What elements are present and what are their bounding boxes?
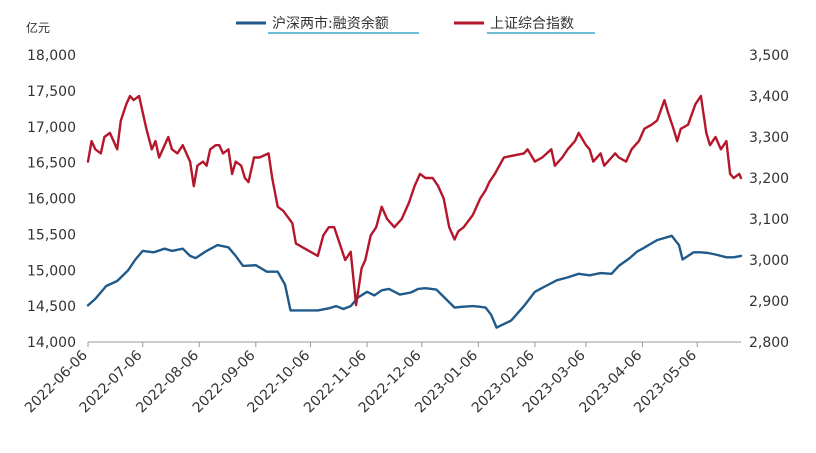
right-axis-tick-label: 2,900 [749,294,789,310]
left-axis-tick-label: 16,500 [27,156,76,172]
left-axis-tick-label: 14,500 [27,299,76,315]
right-axis-tick-label: 3,200 [749,171,789,187]
left-axis-ticks: 14,000 14,500 15,000 15,500 16,000 16,500 17,0… [27,48,76,351]
left-axis-tick-label: 17,500 [27,84,76,100]
left-axis-tick-label: 16,000 [27,192,76,208]
left-axis-tick-label: 18,000 [27,48,76,64]
left-axis-unit-label: 亿元 [26,20,50,35]
legend-label-margin-balance: 沪深两市:融资余额 [272,15,389,32]
right-axis-tick-label: 3,300 [749,130,789,146]
left-axis-tick-label: 17,000 [27,120,76,136]
right-axis-ticks: 2,800 2,900 3,000 3,100 3,200 3,300 3,400 3,500 [749,48,789,351]
legend-label-sse-index: 上证综合指数 [490,16,574,32]
left-axis-tick-label: 15,000 [27,263,76,279]
legend: 沪深两市:融资余额 上证综合指数 [236,15,595,34]
right-axis-tick-label: 3,400 [749,89,789,105]
series-layer [86,94,743,329]
left-axis-tick-label: 14,000 [27,335,76,351]
right-axis-tick-label: 3,500 [749,48,789,64]
left-axis-tick-label: 15,500 [27,227,76,243]
right-axis-tick-label: 2,800 [749,335,789,351]
right-axis-tick-label: 3,000 [749,253,789,269]
series-line-margin-balance [86,234,743,329]
right-axis-tick-label: 3,100 [749,212,789,228]
x-axis-ticks: 2022-06-062022-07-062022-08-062022-09-06… [22,342,700,416]
series-line-sse-index [86,94,743,307]
